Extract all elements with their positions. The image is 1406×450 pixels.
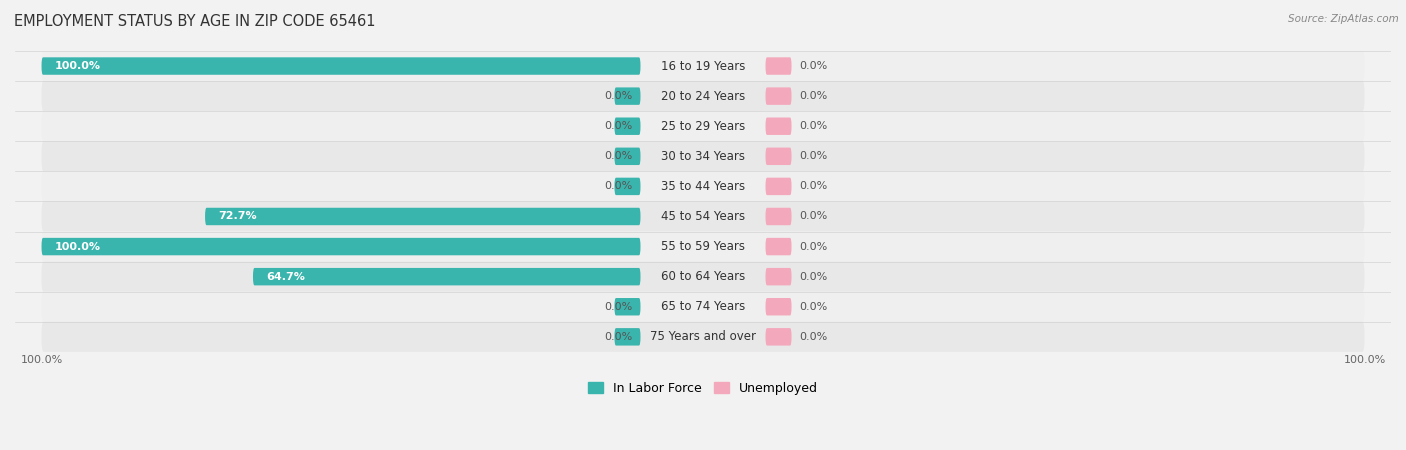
FancyBboxPatch shape <box>42 111 1364 141</box>
Text: 75 Years and over: 75 Years and over <box>650 330 756 343</box>
Text: 0.0%: 0.0% <box>605 121 633 131</box>
Text: 55 to 59 Years: 55 to 59 Years <box>661 240 745 253</box>
Text: 0.0%: 0.0% <box>800 181 828 191</box>
Text: 30 to 34 Years: 30 to 34 Years <box>661 150 745 163</box>
FancyBboxPatch shape <box>765 57 792 75</box>
Text: 0.0%: 0.0% <box>800 151 828 161</box>
FancyBboxPatch shape <box>42 141 1364 171</box>
FancyBboxPatch shape <box>42 171 1364 202</box>
FancyBboxPatch shape <box>205 208 641 225</box>
Text: 0.0%: 0.0% <box>800 242 828 252</box>
Text: 72.7%: 72.7% <box>218 212 257 221</box>
FancyBboxPatch shape <box>765 238 792 255</box>
Text: 0.0%: 0.0% <box>605 181 633 191</box>
Text: 0.0%: 0.0% <box>800 61 828 71</box>
FancyBboxPatch shape <box>614 87 641 105</box>
FancyBboxPatch shape <box>614 178 641 195</box>
Text: 0.0%: 0.0% <box>800 272 828 282</box>
FancyBboxPatch shape <box>765 298 792 315</box>
Text: 16 to 19 Years: 16 to 19 Years <box>661 59 745 72</box>
FancyBboxPatch shape <box>765 87 792 105</box>
Text: 60 to 64 Years: 60 to 64 Years <box>661 270 745 283</box>
FancyBboxPatch shape <box>614 117 641 135</box>
Text: 0.0%: 0.0% <box>605 332 633 342</box>
FancyBboxPatch shape <box>765 208 792 225</box>
Text: 0.0%: 0.0% <box>800 91 828 101</box>
Text: 0.0%: 0.0% <box>605 302 633 312</box>
Legend: In Labor Force, Unemployed: In Labor Force, Unemployed <box>583 377 823 400</box>
Text: 45 to 54 Years: 45 to 54 Years <box>661 210 745 223</box>
Text: 25 to 29 Years: 25 to 29 Years <box>661 120 745 133</box>
FancyBboxPatch shape <box>765 117 792 135</box>
Text: Source: ZipAtlas.com: Source: ZipAtlas.com <box>1288 14 1399 23</box>
FancyBboxPatch shape <box>614 298 641 315</box>
FancyBboxPatch shape <box>42 238 641 255</box>
FancyBboxPatch shape <box>42 261 1364 292</box>
FancyBboxPatch shape <box>765 148 792 165</box>
Text: 65 to 74 Years: 65 to 74 Years <box>661 300 745 313</box>
Text: 0.0%: 0.0% <box>605 151 633 161</box>
FancyBboxPatch shape <box>614 148 641 165</box>
Text: 0.0%: 0.0% <box>800 212 828 221</box>
FancyBboxPatch shape <box>42 57 641 75</box>
Text: 0.0%: 0.0% <box>800 332 828 342</box>
FancyBboxPatch shape <box>42 81 1364 111</box>
FancyBboxPatch shape <box>765 178 792 195</box>
FancyBboxPatch shape <box>765 268 792 285</box>
Text: 64.7%: 64.7% <box>266 272 305 282</box>
FancyBboxPatch shape <box>42 322 1364 352</box>
FancyBboxPatch shape <box>42 232 1364 261</box>
FancyBboxPatch shape <box>253 268 641 285</box>
FancyBboxPatch shape <box>42 202 1364 232</box>
FancyBboxPatch shape <box>42 292 1364 322</box>
Text: 0.0%: 0.0% <box>800 121 828 131</box>
Text: 0.0%: 0.0% <box>605 91 633 101</box>
Text: 100.0%: 100.0% <box>55 242 101 252</box>
FancyBboxPatch shape <box>765 328 792 346</box>
Text: 100.0%: 100.0% <box>55 61 101 71</box>
Text: 0.0%: 0.0% <box>800 302 828 312</box>
Text: 35 to 44 Years: 35 to 44 Years <box>661 180 745 193</box>
FancyBboxPatch shape <box>614 328 641 346</box>
FancyBboxPatch shape <box>42 51 1364 81</box>
Text: EMPLOYMENT STATUS BY AGE IN ZIP CODE 65461: EMPLOYMENT STATUS BY AGE IN ZIP CODE 654… <box>14 14 375 28</box>
Text: 20 to 24 Years: 20 to 24 Years <box>661 90 745 103</box>
